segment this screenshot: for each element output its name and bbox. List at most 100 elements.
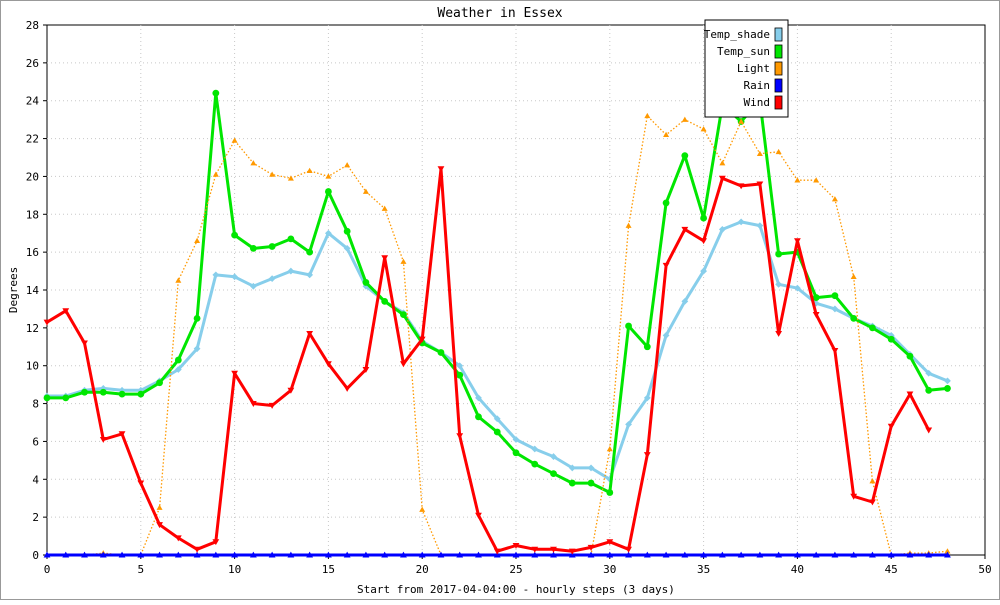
legend: Temp_shade Temp_sun Light Rain Wind [704, 19, 789, 118]
legend-label: Temp_sun [717, 45, 770, 58]
data-point [700, 551, 707, 558]
data-point [418, 551, 426, 558]
data-point [174, 551, 182, 558]
data-point [287, 175, 294, 181]
data-point [681, 297, 689, 305]
data-point [775, 551, 783, 558]
x-axis-label: Start from 2017-04-04:00 - hourly steps … [357, 583, 675, 596]
data-point [212, 551, 220, 558]
data-point [400, 361, 407, 368]
y-tick-label: 14 [26, 284, 40, 297]
data-point [137, 390, 145, 398]
data-point [887, 551, 895, 558]
data-point [381, 205, 388, 211]
data-point [174, 366, 182, 373]
data-point [174, 535, 182, 542]
x-tick-label: 30 [603, 563, 616, 576]
legend-label: Wind [744, 96, 771, 109]
data-point [925, 369, 933, 377]
legend-swatch [774, 44, 783, 59]
data-point [925, 427, 933, 434]
data-point [681, 116, 688, 122]
data-point [99, 436, 107, 443]
data-point [193, 546, 201, 553]
data-point [550, 551, 557, 558]
data-point [456, 551, 464, 558]
data-point [212, 89, 220, 97]
data-point [662, 262, 670, 269]
data-point [118, 551, 126, 558]
x-tick-label: 45 [885, 563, 898, 576]
legend-swatch [774, 61, 783, 76]
data-point [231, 137, 238, 143]
data-point [643, 452, 651, 459]
legend-box [704, 19, 789, 118]
y-tick-label: 6 [32, 435, 39, 448]
series-group [43, 89, 951, 558]
x-tick-label: 50 [978, 563, 991, 576]
data-point [625, 546, 632, 553]
data-point [737, 218, 745, 226]
axes: 0 5 10 15 20 25 30 35 40 45 5002468101214161820222… [26, 19, 992, 576]
data-point [568, 548, 576, 555]
y-tick-label: 16 [26, 246, 39, 259]
data-point [831, 292, 839, 300]
data-point [606, 489, 614, 496]
data-point [493, 428, 501, 436]
data-point [512, 551, 520, 558]
data-point [587, 479, 595, 487]
data-point [587, 544, 595, 551]
legend-swatch [774, 78, 783, 93]
data-point [287, 551, 295, 558]
data-point [643, 551, 651, 558]
data-point [587, 551, 595, 558]
data-point [400, 258, 407, 264]
data-point [325, 173, 332, 179]
data-point [512, 542, 520, 549]
data-point [700, 267, 707, 275]
legend-swatch [774, 95, 783, 110]
data-point [606, 539, 614, 546]
data-point [269, 171, 276, 177]
series-rain [43, 551, 951, 558]
data-point [43, 551, 51, 558]
data-point [343, 227, 351, 235]
data-point [587, 464, 595, 472]
y-tick-label: 22 [26, 133, 39, 146]
data-point [231, 551, 238, 558]
data-point [250, 160, 257, 166]
data-point [869, 551, 876, 558]
data-point [306, 167, 313, 173]
data-point [475, 413, 482, 421]
y-tick-label: 28 [26, 19, 39, 32]
data-point [756, 150, 763, 156]
y-tick-label: 8 [32, 398, 39, 411]
data-point [887, 335, 895, 343]
y-tick-label: 4 [32, 473, 39, 486]
data-point [156, 504, 163, 510]
data-point [437, 166, 445, 173]
data-point [249, 401, 257, 407]
data-point [625, 551, 632, 558]
data-point [137, 551, 145, 558]
data-point [925, 386, 933, 394]
data-point [531, 460, 539, 468]
data-point [812, 551, 820, 558]
x-tick-label: 20 [416, 563, 429, 576]
data-point [362, 551, 370, 558]
data-point [456, 433, 464, 440]
data-point [493, 548, 501, 555]
x-tick-label: 15 [322, 563, 335, 576]
data-point [831, 196, 838, 202]
data-point [944, 385, 951, 392]
data-point [268, 551, 276, 558]
data-point [231, 273, 238, 281]
data-point [625, 322, 632, 330]
data-point [869, 324, 876, 332]
data-point [718, 175, 726, 182]
data-point [738, 118, 745, 124]
x-tick-label: 0 [44, 563, 51, 576]
y-axis-label: Degrees [7, 267, 20, 313]
data-point [906, 551, 914, 558]
